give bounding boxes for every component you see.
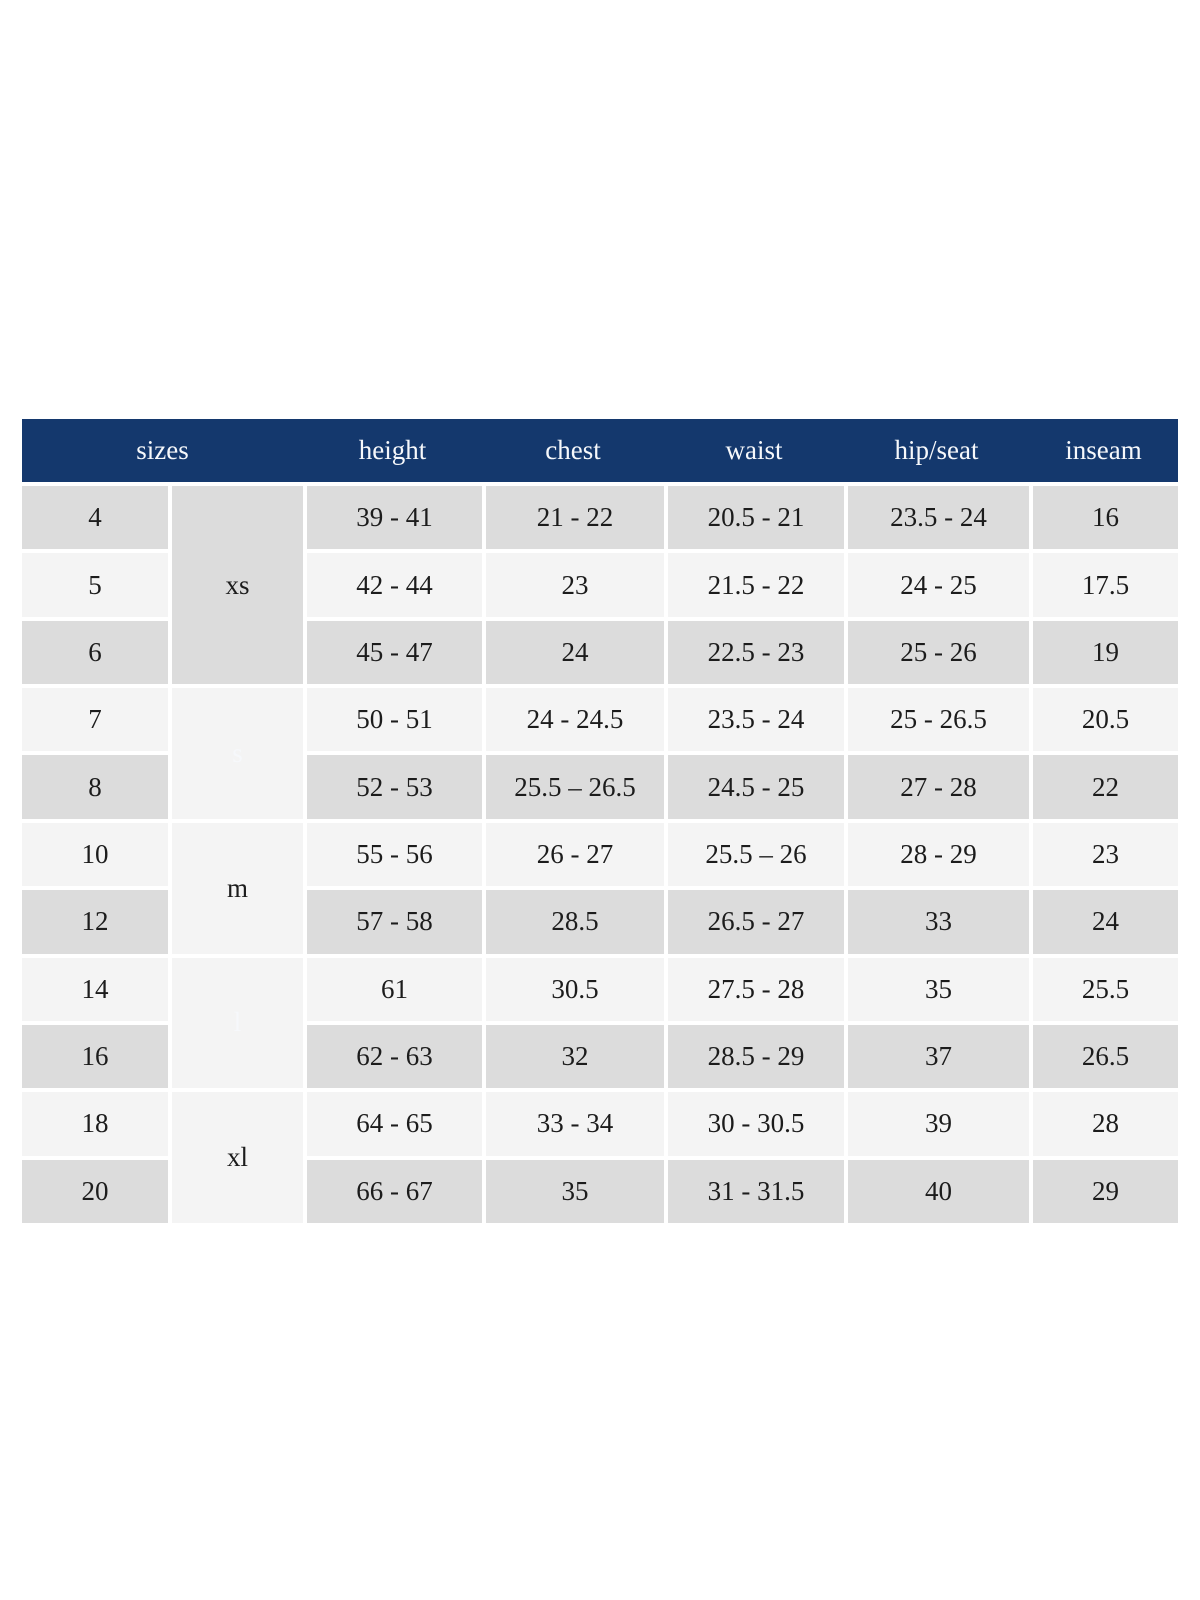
hip-seat-cell: 37 <box>844 1020 1030 1089</box>
table-row: 18 xl 64 - 65 33 - 34 30 - 30.5 39 28 <box>22 1088 1179 1223</box>
height-cell: 61 <box>303 953 483 1021</box>
table-row: 12 57 - 58 28.5 26.5 - 27 33 24 <box>22 886 1179 954</box>
waist-cell: 24.5 - 25 <box>664 751 845 819</box>
size-cell: 5 <box>22 549 168 617</box>
chest-cell: 23 <box>482 549 665 617</box>
chest-cell: 32 <box>482 1020 665 1089</box>
size-cell: 16 <box>22 1020 168 1089</box>
waist-cell: 27.5 - 28 <box>664 953 845 1021</box>
waist-cell: 28.5 - 29 <box>664 1020 845 1089</box>
waist-cell: 30 - 30.5 <box>664 1088 845 1156</box>
height-cell: 52 - 53 <box>303 751 483 819</box>
hip-seat-cell: 24 - 25 <box>844 549 1030 617</box>
inseam-cell: 26.5 <box>1029 1020 1179 1089</box>
height-cell: 50 - 51 <box>303 684 483 752</box>
size-cell: 8 <box>22 751 168 819</box>
waist-cell: 26.5 - 27 <box>664 886 845 954</box>
col-header-height: height <box>303 419 483 482</box>
height-cell: 57 - 58 <box>303 886 483 954</box>
size-group-cell-xl: xl <box>168 1088 304 1223</box>
chest-cell: 28.5 <box>482 886 665 954</box>
size-cell: 14 <box>22 953 168 1021</box>
hip-seat-cell: 33 <box>844 886 1030 954</box>
size-cell: 7 <box>22 684 168 752</box>
height-cell: 62 - 63 <box>303 1020 483 1089</box>
size-group-cell-s: s <box>168 684 304 819</box>
size-table-body: 4 xs 39 - 41 21 - 22 20.5 - 21 23.5 - 24 16 5 42… <box>22 482 1179 1223</box>
size-group-cell-l: l <box>168 953 304 1089</box>
chest-cell: 26 - 27 <box>482 818 665 887</box>
inseam-cell: 17.5 <box>1029 549 1179 617</box>
waist-cell: 20.5 - 21 <box>664 482 845 550</box>
table-row: 14 l 61 30.5 27.5 - 28 35 25.5 <box>22 953 1179 1089</box>
waist-cell: 25.5 – 26 <box>664 818 845 887</box>
waist-cell: 22.5 - 23 <box>664 616 845 685</box>
chest-cell: 24 <box>482 616 665 685</box>
chest-cell: 21 - 22 <box>482 482 665 550</box>
size-group-cell-xs: xs <box>168 482 304 685</box>
inseam-cell: 23 <box>1029 818 1179 887</box>
waist-cell: 23.5 - 24 <box>664 684 845 752</box>
table-row: 8 52 - 53 25.5 – 26.5 24.5 - 25 27 - 28 22 <box>22 751 1179 819</box>
inseam-cell: 24 <box>1029 886 1179 954</box>
table-header: sizes height chest waist hip/seat inseam <box>22 419 1179 482</box>
table-row: 7 s 50 - 51 24 - 24.5 23.5 - 24 25 - 26.5 20.5 <box>22 684 1179 819</box>
size-cell: 6 <box>22 616 168 685</box>
waist-cell: 31 - 31.5 <box>664 1155 845 1223</box>
table-row: 5 42 - 44 23 21.5 - 22 24 - 25 17.5 <box>22 549 1179 617</box>
chest-cell: 33 - 34 <box>482 1088 665 1156</box>
size-cell: 4 <box>22 482 168 550</box>
hip-seat-cell: 39 <box>844 1088 1030 1156</box>
hip-seat-cell: 40 <box>844 1155 1030 1223</box>
inseam-cell: 22 <box>1029 751 1179 819</box>
col-header-chest: chest <box>482 419 665 482</box>
chest-cell: 30.5 <box>482 953 665 1021</box>
height-cell: 64 - 65 <box>303 1088 483 1156</box>
waist-cell: 21.5 - 22 <box>664 549 845 617</box>
hip-seat-cell: 23.5 - 24 <box>844 482 1030 550</box>
chest-cell: 35 <box>482 1155 665 1223</box>
height-cell: 45 - 47 <box>303 616 483 685</box>
height-cell: 55 - 56 <box>303 818 483 887</box>
header-row: sizes height chest waist hip/seat inseam <box>22 419 1179 482</box>
size-cell: 18 <box>22 1088 168 1156</box>
inseam-cell: 16 <box>1029 482 1179 550</box>
hip-seat-cell: 27 - 28 <box>844 751 1030 819</box>
col-header-hip-seat: hip/seat <box>844 419 1030 482</box>
inseam-cell: 29 <box>1029 1155 1179 1223</box>
size-cell: 10 <box>22 818 168 887</box>
inseam-cell: 19 <box>1029 616 1179 685</box>
table-row: 20 66 - 67 35 31 - 31.5 40 29 <box>22 1155 1179 1223</box>
height-cell: 66 - 67 <box>303 1155 483 1223</box>
inseam-cell: 28 <box>1029 1088 1179 1156</box>
height-cell: 42 - 44 <box>303 549 483 617</box>
inseam-cell: 20.5 <box>1029 684 1179 752</box>
hip-seat-cell: 35 <box>844 953 1030 1021</box>
col-header-inseam: inseam <box>1029 419 1179 482</box>
col-header-sizes: sizes <box>22 419 304 482</box>
hip-seat-cell: 25 - 26 <box>844 616 1030 685</box>
height-cell: 39 - 41 <box>303 482 483 550</box>
size-group-cell-m: m <box>168 818 304 954</box>
chest-cell: 24 - 24.5 <box>482 684 665 752</box>
hip-seat-cell: 28 - 29 <box>844 818 1030 887</box>
size-cell: 12 <box>22 886 168 954</box>
table-row: 10 m 55 - 56 26 - 27 25.5 – 26 28 - 29 23 <box>22 818 1179 954</box>
chest-cell: 25.5 – 26.5 <box>482 751 665 819</box>
table-row: 6 45 - 47 24 22.5 - 23 25 - 26 19 <box>22 616 1179 685</box>
table-row: 4 xs 39 - 41 21 - 22 20.5 - 21 23.5 - 24 16 <box>22 482 1179 685</box>
size-cell: 20 <box>22 1155 168 1223</box>
hip-seat-cell: 25 - 26.5 <box>844 684 1030 752</box>
table-row: 16 62 - 63 32 28.5 - 29 37 26.5 <box>22 1020 1179 1089</box>
inseam-cell: 25.5 <box>1029 953 1179 1021</box>
col-header-waist: waist <box>664 419 845 482</box>
size-chart-table: sizes height chest waist hip/seat inseam… <box>22 419 1179 1223</box>
